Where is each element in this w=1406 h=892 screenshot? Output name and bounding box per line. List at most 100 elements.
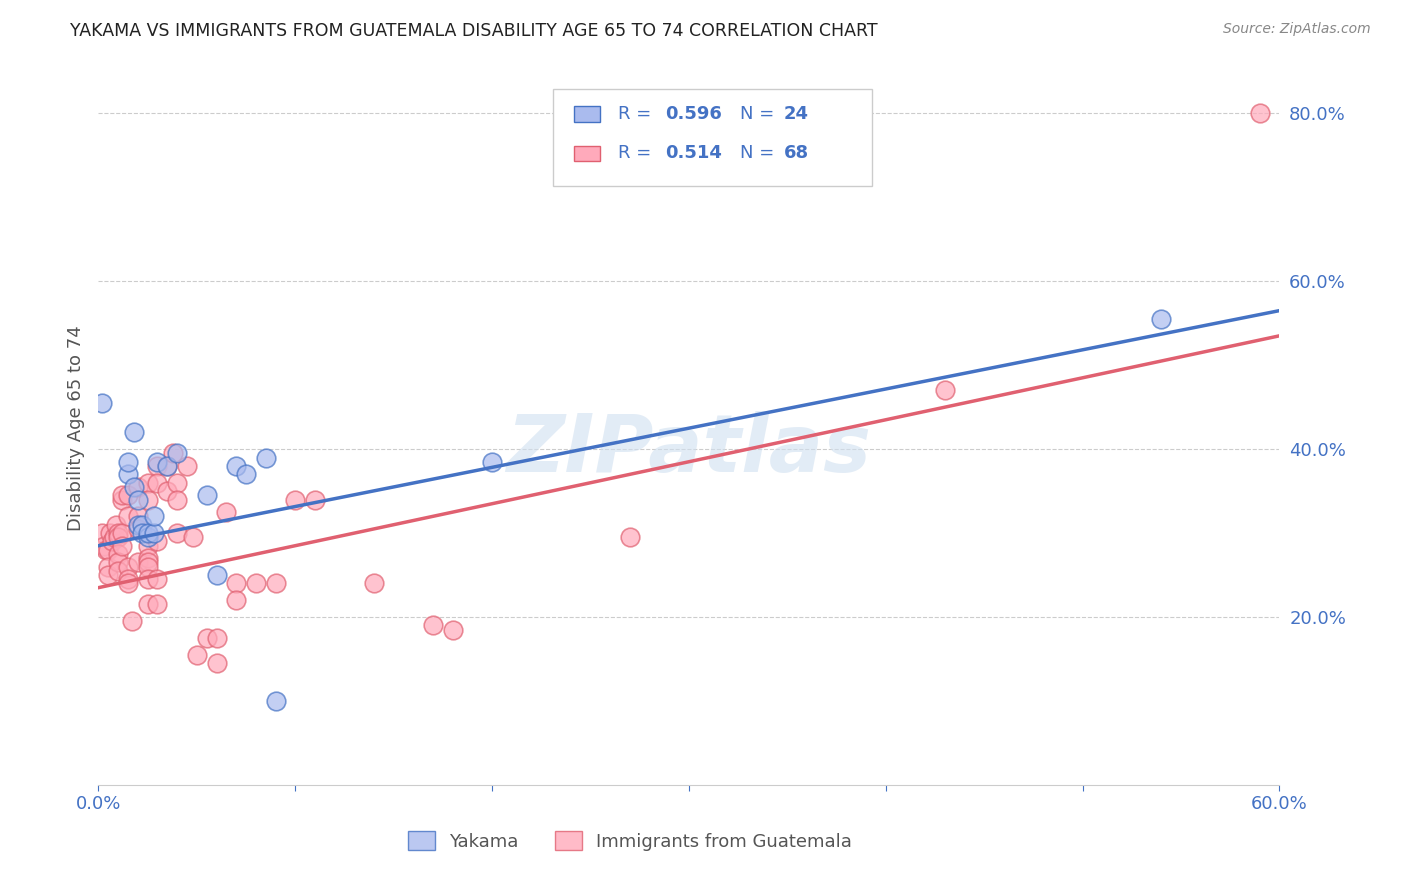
Point	[121, 614, 143, 628]
Point	[136, 572, 159, 586]
Point	[264, 576, 287, 591]
Point	[131, 517, 153, 532]
Point	[111, 488, 134, 502]
Point	[156, 484, 179, 499]
Point	[127, 556, 149, 570]
Point	[97, 542, 120, 557]
Point	[127, 492, 149, 507]
Point	[136, 559, 159, 574]
Text: N =: N =	[740, 145, 780, 162]
Point	[142, 509, 165, 524]
Point	[111, 492, 134, 507]
Point	[225, 593, 247, 607]
Text: YAKAMA VS IMMIGRANTS FROM GUATEMALA DISABILITY AGE 65 TO 74 CORRELATION CHART: YAKAMA VS IMMIGRANTS FROM GUATEMALA DISA…	[70, 22, 877, 40]
Point	[127, 522, 149, 536]
Point	[117, 488, 139, 502]
Point	[181, 530, 204, 544]
FancyBboxPatch shape	[553, 89, 872, 186]
Point	[117, 559, 139, 574]
Point	[146, 455, 169, 469]
Point	[136, 556, 159, 570]
Point	[166, 526, 188, 541]
Point	[96, 542, 118, 557]
Point	[107, 556, 129, 570]
Point	[146, 534, 169, 549]
Point	[103, 530, 125, 544]
Point	[156, 458, 179, 473]
Point	[146, 598, 169, 612]
Point	[136, 492, 159, 507]
Point	[264, 694, 287, 708]
Point	[235, 467, 257, 482]
Point	[1249, 106, 1271, 120]
Point	[136, 598, 159, 612]
Point	[363, 576, 385, 591]
Point	[146, 475, 169, 490]
Point	[97, 559, 120, 574]
Point	[162, 446, 184, 460]
Point	[136, 526, 159, 541]
Point	[304, 492, 326, 507]
Point	[131, 526, 153, 541]
Point	[195, 631, 218, 645]
Point	[117, 509, 139, 524]
Point	[91, 526, 114, 541]
Point	[205, 631, 228, 645]
Point	[107, 526, 129, 541]
Point	[122, 480, 145, 494]
Point	[619, 530, 641, 544]
Text: 68: 68	[783, 145, 808, 162]
Point	[422, 618, 444, 632]
Point	[117, 572, 139, 586]
Point	[195, 488, 218, 502]
Y-axis label: Disability Age 65 to 74: Disability Age 65 to 74	[66, 326, 84, 531]
Point	[205, 657, 228, 671]
Point	[176, 458, 198, 473]
Point	[97, 568, 120, 582]
Text: Source: ZipAtlas.com: Source: ZipAtlas.com	[1223, 22, 1371, 37]
Point	[136, 475, 159, 490]
Point	[107, 530, 129, 544]
Point	[122, 425, 145, 440]
Point	[225, 576, 247, 591]
Point	[205, 568, 228, 582]
Point	[117, 455, 139, 469]
Point	[136, 539, 159, 553]
Point	[91, 396, 114, 410]
Point	[215, 505, 238, 519]
Text: 0.514: 0.514	[665, 145, 723, 162]
Point	[934, 384, 956, 398]
Point	[166, 492, 188, 507]
Text: 0.596: 0.596	[665, 105, 723, 123]
FancyBboxPatch shape	[575, 145, 600, 161]
Point	[142, 526, 165, 541]
Point	[156, 458, 179, 473]
Point	[127, 509, 149, 524]
Point	[101, 534, 124, 549]
Point	[105, 517, 128, 532]
Text: R =: R =	[619, 105, 657, 123]
Point	[166, 446, 188, 460]
Point	[1150, 312, 1173, 326]
Point	[136, 551, 159, 566]
Point	[111, 526, 134, 541]
Point	[127, 517, 149, 532]
Point	[136, 530, 159, 544]
Text: ZIPatlas: ZIPatlas	[506, 410, 872, 489]
Point	[186, 648, 208, 662]
Point	[225, 458, 247, 473]
Point	[117, 467, 139, 482]
Text: N =: N =	[740, 105, 780, 123]
Point	[93, 539, 115, 553]
Point	[284, 492, 307, 507]
Point	[146, 572, 169, 586]
Point	[481, 455, 503, 469]
Legend: Yakama, Immigrants from Guatemala: Yakama, Immigrants from Guatemala	[401, 824, 859, 858]
Point	[107, 547, 129, 561]
Point	[166, 475, 188, 490]
Point	[98, 526, 121, 541]
Text: R =: R =	[619, 145, 657, 162]
FancyBboxPatch shape	[575, 106, 600, 122]
Point	[117, 576, 139, 591]
Point	[107, 564, 129, 578]
